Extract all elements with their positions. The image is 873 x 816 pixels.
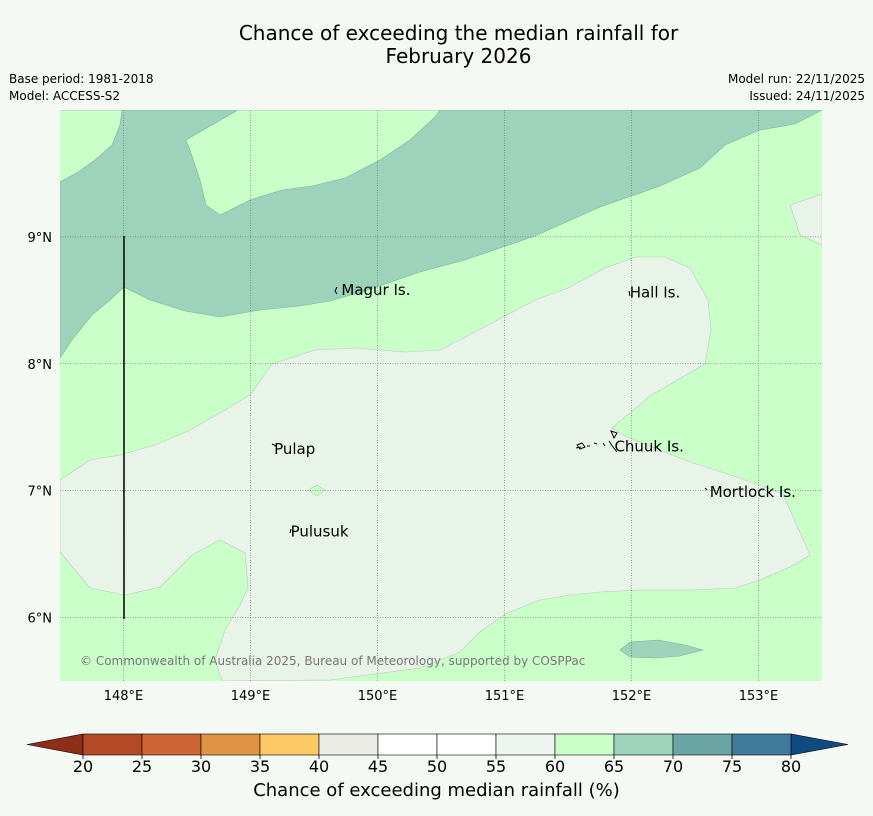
lon-tick-label: 153°E [739, 689, 779, 704]
colorbar: 20 25 30 35 40 45 50 55 60 65 70 75 80 [26, 733, 849, 776]
map-title-line2: February 2026 [385, 44, 532, 68]
copyright-notice: © Commonwealth of Australia 2025, Bureau… [80, 654, 585, 668]
place-label: Pulusuk [291, 522, 349, 540]
place-label: Pulap [274, 440, 315, 458]
colorbar-tick-label: 80 [781, 757, 801, 776]
model-name: Model: ACCESS-S2 [9, 89, 121, 103]
island-marks [271, 286, 708, 534]
colorbar-tick-label: 60 [545, 757, 565, 776]
place-label: Mortlock Is. [710, 483, 796, 501]
meta-right: Model run: 22/11/2025 Issued: 24/11/2025 [728, 71, 865, 105]
island-mark-pulap [271, 443, 277, 447]
colorbar-segment [377, 733, 438, 756]
island-mark-chuuk [575, 430, 618, 453]
place-label: Chuuk Is. [614, 437, 683, 455]
map-title: Chance of exceeding the median rainfall … [0, 22, 873, 68]
model-run: Model run: 22/11/2025 [727, 72, 865, 86]
colorbar-segment [672, 733, 733, 756]
colorbar-segment [436, 733, 497, 756]
lat-tick-label: 7°N [28, 485, 53, 500]
axis-tick-labels: 148°E 149°E 150°E 151°E 152°E 153°E 9°N 8°N 7°N 6… [28, 231, 779, 704]
rainfall-band-65-70-patch [619, 639, 705, 659]
colorbar-segment [731, 733, 792, 756]
map-title-line1: Chance of exceeding the median rainfall … [238, 21, 679, 45]
colorbar-tick-label: 20 [73, 757, 93, 776]
colorbar-tick-label: 55 [486, 757, 506, 776]
lon-tick-label: 150°E [358, 689, 398, 704]
colorbar-segment [318, 733, 379, 756]
colorbar-segment [495, 733, 556, 756]
colorbar-over-arrow [790, 733, 849, 756]
colorbar-title: Chance of exceeding median rainfall (%) [253, 780, 620, 801]
colorbar-tick-label: 75 [722, 757, 742, 776]
colorbar-segment [141, 733, 202, 756]
rainfall-band-55-60-central [60, 256, 811, 681]
colorbar-segment [613, 733, 674, 756]
place-label: Magur Is. [341, 281, 410, 299]
island-mark-pulusuk [289, 528, 292, 534]
base-period: Base period: 1981-2018 [9, 72, 154, 86]
island-mark-magur [334, 286, 338, 295]
lon-tick-label: 149°E [231, 689, 271, 704]
lon-tick-label: 148°E [104, 689, 144, 704]
map-area: Magur Is. Hall Is. Pulap Chuuk Is. Mortlock … [60, 110, 822, 681]
rainfall-band-55-60-northeast [789, 193, 822, 246]
meta-left: Base period: 1981-2018 Model: ACCESS-S2 [9, 71, 154, 105]
colorbar-tick-label: 25 [132, 757, 152, 776]
colorbar-segment [554, 733, 615, 756]
place-labels: Magur Is. Hall Is. Pulap Chuuk Is. Mortlock … [274, 281, 796, 540]
lat-tick-label: 9°N [28, 231, 53, 246]
colorbar-segment [259, 733, 320, 756]
colorbar-tick-label: 40 [309, 757, 329, 776]
lat-tick-label: 8°N [28, 358, 53, 373]
colorbar-tick-label: 30 [191, 757, 211, 776]
colorbar-tick-label: 70 [663, 757, 683, 776]
colorbar-segment [82, 733, 143, 756]
place-label: Hall Is. [630, 284, 681, 302]
colorbar-under-arrow [26, 733, 84, 756]
issued-date: Issued: 24/11/2025 [749, 89, 865, 103]
island-mark-mortlock [704, 487, 708, 491]
colorbar-tick-label: 50 [427, 757, 447, 776]
lon-tick-label: 152°E [612, 689, 652, 704]
colorbar-segment [200, 733, 261, 756]
colorbar-tick-label: 35 [250, 757, 270, 776]
island-mark-hall [628, 290, 631, 297]
colorbar-tick-label: 65 [604, 757, 624, 776]
lon-tick-label: 151°E [485, 689, 525, 704]
colorbar-tick-label: 45 [368, 757, 388, 776]
lat-tick-label: 6°N [28, 612, 53, 627]
